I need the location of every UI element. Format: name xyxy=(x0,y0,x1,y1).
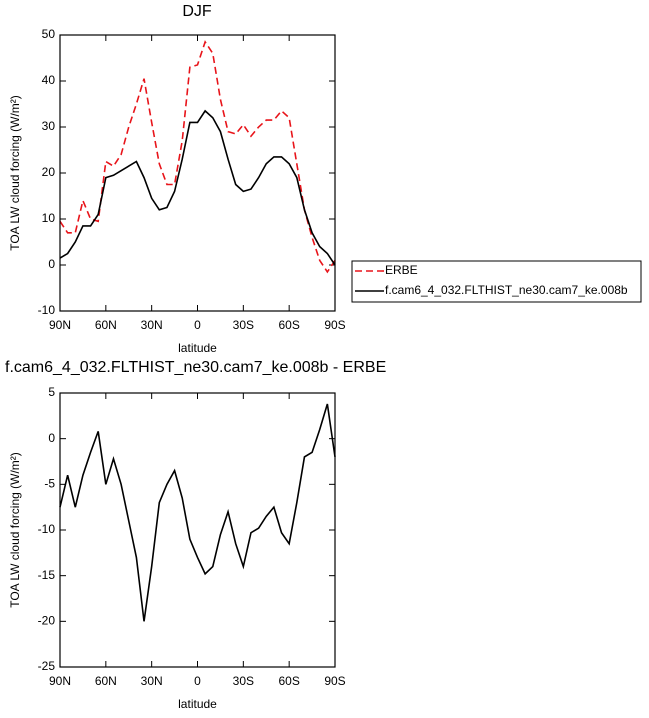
legend-label: ERBE xyxy=(385,263,418,277)
x-tick-label: 90S xyxy=(324,674,345,688)
x-tick-label: 90S xyxy=(324,318,345,332)
chart-title: DJF xyxy=(182,3,212,20)
x-tick-label: 0 xyxy=(194,318,201,332)
y-tick-label: 10 xyxy=(42,211,56,225)
x-tick-label: 0 xyxy=(194,674,201,688)
y-axis-label: TOA LW cloud forcing (W/m²) xyxy=(8,95,22,251)
y-tick-label: 30 xyxy=(42,119,56,133)
x-tick-label: 90N xyxy=(49,674,71,688)
x-axis-label: latitude xyxy=(178,341,217,355)
y-tick-label: -10 xyxy=(38,522,56,536)
y-tick-label: -25 xyxy=(38,659,56,673)
y-tick-label: -15 xyxy=(38,568,56,582)
x-tick-label: 90N xyxy=(49,318,71,332)
plot-frame xyxy=(59,392,336,668)
y-tick-label: 50 xyxy=(42,27,56,41)
chart-title: f.cam6_4_032.FLTHIST_ne30.cam7_ke.008b -… xyxy=(5,359,386,376)
y-tick-label: 5 xyxy=(48,385,55,399)
x-tick-label: 60N xyxy=(95,674,117,688)
line xyxy=(59,403,336,622)
x-tick-label: 30S xyxy=(233,318,254,332)
y-tick-label: -20 xyxy=(38,614,56,628)
x-tick-label: 60S xyxy=(278,674,299,688)
y-tick-label: 40 xyxy=(42,73,56,87)
x-tick-label: 30S xyxy=(233,674,254,688)
x-tick-label: 30N xyxy=(141,674,163,688)
y-axis-label: TOA LW cloud forcing (W/m²) xyxy=(8,452,22,608)
y-tick-label: 20 xyxy=(42,165,56,179)
plot-frame xyxy=(59,34,336,312)
y-tick-label: -10 xyxy=(38,303,56,317)
x-tick-label: 30N xyxy=(141,318,163,332)
y-tick-label: 0 xyxy=(48,257,55,271)
line xyxy=(59,109,336,266)
y-tick-label: -5 xyxy=(44,477,55,491)
x-tick-label: 60N xyxy=(95,318,117,332)
y-tick-label: 0 xyxy=(48,431,55,445)
x-axis-label: latitude xyxy=(178,697,217,711)
legend-label: f.cam6_4_032.FLTHIST_ne30.cam7_ke.008b xyxy=(385,283,628,297)
line xyxy=(59,40,336,274)
legend-box xyxy=(351,260,642,303)
x-tick-label: 60S xyxy=(278,318,299,332)
